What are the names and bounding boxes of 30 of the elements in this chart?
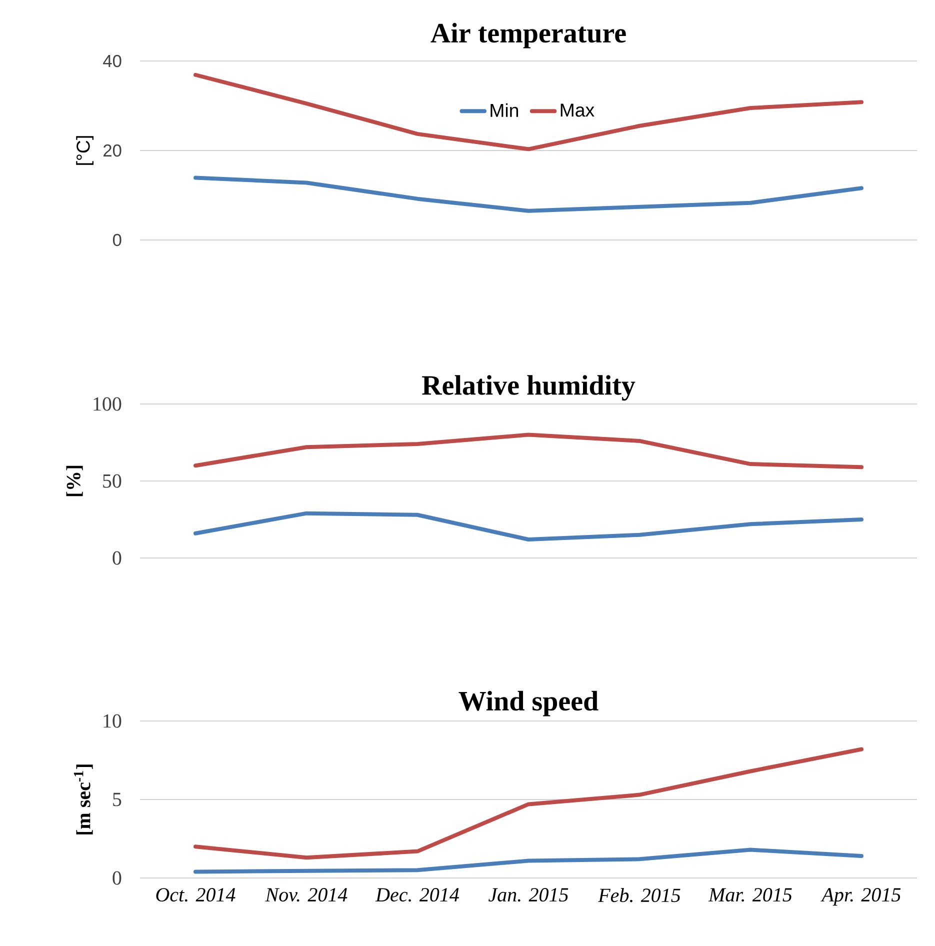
y-axis-title: [m sec$^{-1}$] [74,764,93,834]
y-tick-label: 40 [103,54,122,68]
y-tick-label: 20 [104,144,122,157]
y-tick-label: 50 [103,474,122,488]
legend-label: Min [490,103,518,117]
line-series [194,432,864,470]
y-axis-title: [°C] [76,136,94,165]
y-tick-label: 100 [94,397,122,411]
y-tick-label: 5 [113,792,122,806]
x-tick-label: Dec. 2014 [375,888,459,902]
legend-label: Max [560,104,594,117]
x-tick-label: Mar. 2015 [708,888,792,902]
y-tick-label: 10 [104,714,122,728]
line-series [194,176,864,213]
y-tick-label: 0 [112,871,122,885]
line-series [194,848,864,874]
chart-title: Air temperature [430,22,626,48]
y-axis-title: [%] [66,466,83,496]
chart-title: Wind speed [458,690,598,716]
chart-title: Relative humidity [422,375,636,401]
y-tick-label: 0 [112,234,122,246]
line-series [194,72,864,152]
line-series [194,747,864,860]
y-tick-label: 0 [112,551,122,565]
x-tick-label: Nov. 2014 [265,888,348,902]
x-tick-label: Apr. 2015 [820,888,901,906]
x-tick-label: Oct. 2014 [156,888,236,902]
x-tick-label: Jan. 2015 [488,888,568,902]
x-tick-label: Feb. 2015 [598,888,680,902]
line-series [194,511,864,542]
